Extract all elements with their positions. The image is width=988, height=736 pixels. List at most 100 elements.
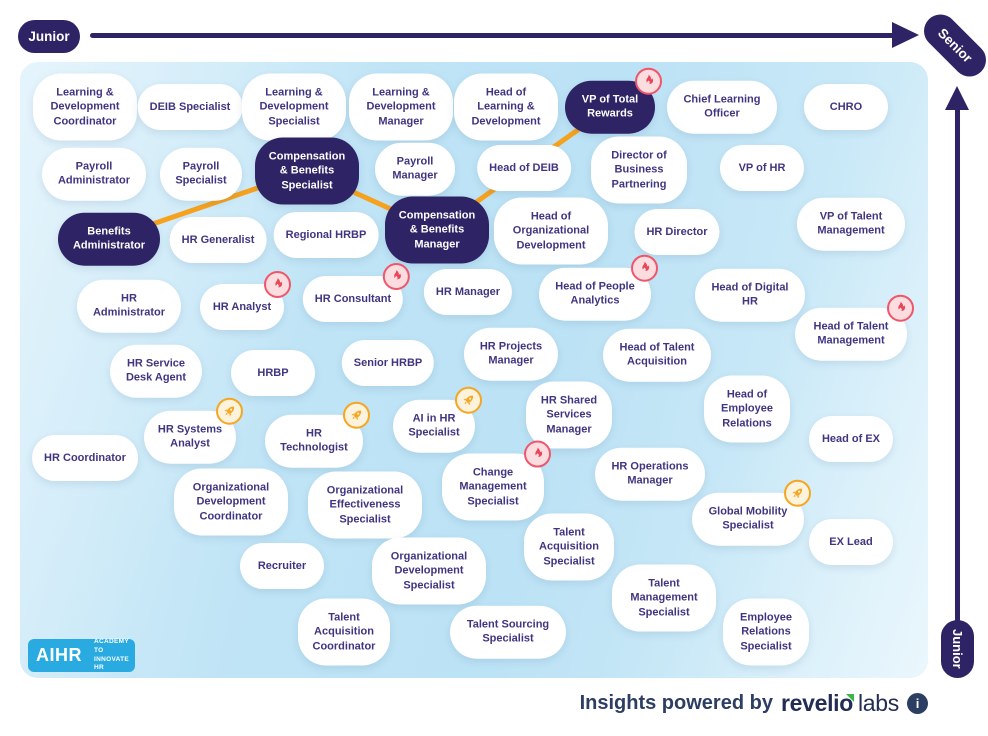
role-label: Head of Digital HR xyxy=(711,281,789,308)
top-axis-arrow-shaft xyxy=(90,33,894,38)
role-pill-change-management-specialist[interactable]: Change Management Specialist xyxy=(442,440,551,521)
role-pill-talent-management-specialist[interactable]: Talent Management Specialist xyxy=(612,564,716,632)
role-pill-vp-of-hr[interactable]: VP of HR xyxy=(720,145,804,191)
flame-icon xyxy=(394,269,402,280)
role-pill-head-of-ld[interactable]: Head of Learning & Development xyxy=(454,73,558,141)
role-label: EX Lead xyxy=(829,535,873,548)
rocket-badge xyxy=(343,401,370,429)
role-pill-head-of-ex[interactable]: Head of EX xyxy=(809,416,893,462)
role-pill-hr-manager[interactable]: HR Manager xyxy=(423,269,513,315)
role-label: CHRO xyxy=(829,100,863,113)
role-label: Head of DEIB xyxy=(489,161,559,174)
role-pill-global-mobility-specialist[interactable]: Global Mobility Specialist xyxy=(692,479,811,546)
role-pill-head-digital-hr[interactable]: Head of Digital HR xyxy=(695,268,805,322)
role-pill-hr-operations-manager[interactable]: HR Operations Manager xyxy=(595,447,705,501)
role-pill-cb-specialist[interactable]: Compensation & Benefits Specialist xyxy=(255,137,359,205)
role-pill-talent-acquisition-specialist[interactable]: Talent Acquisition Specialist xyxy=(524,513,614,581)
role-pill-hr-administrator[interactable]: HR Administrator xyxy=(77,279,181,333)
role-pill-chro[interactable]: CHRO xyxy=(804,84,888,130)
role-label: AI in HR Specialist xyxy=(408,412,460,439)
role-label: Chief Learning Officer xyxy=(683,93,761,120)
role-label: HR Manager xyxy=(435,285,501,298)
role-label: Senior HRBP xyxy=(353,356,423,369)
role-label: Benefits Administrator xyxy=(72,225,146,252)
top-axis-junior-label: Junior xyxy=(18,20,80,53)
role-pill-hr-systems-analyst[interactable]: HR Systems Analyst xyxy=(144,397,243,464)
role-pill-recruiter[interactable]: Recruiter xyxy=(240,543,324,589)
role-pill-hr-generalist[interactable]: HR Generalist xyxy=(169,217,267,263)
role-pill-director-business-partnering[interactable]: Director of Business Partnering xyxy=(591,136,687,204)
role-label: VP of Total Rewards xyxy=(581,93,639,120)
role-pill-employee-relations-specialist[interactable]: Employee Relations Specialist xyxy=(723,598,809,666)
role-label: HR Service Desk Agent xyxy=(125,357,187,384)
role-pill-payroll-specialist[interactable]: Payroll Specialist xyxy=(160,147,242,201)
role-pill-hr-service-desk-agent[interactable]: HR Service Desk Agent xyxy=(110,344,202,398)
flame-icon xyxy=(646,74,654,85)
role-label: Employee Relations Specialist xyxy=(740,611,792,653)
role-pill-ld-specialist[interactable]: Learning & Development Specialist xyxy=(242,73,346,141)
role-label: Head of EX xyxy=(821,432,881,445)
aihr-logo: AIHR ACADEMY TO INNOVATE HR xyxy=(28,637,135,672)
role-label: HR Operations Manager xyxy=(611,460,689,487)
role-pill-org-effectiveness-specialist[interactable]: Organizational Effectiveness Specialist xyxy=(308,471,422,539)
role-pill-hrbp[interactable]: HRBP xyxy=(231,350,315,396)
aihr-logo-text: AIHR xyxy=(36,645,82,665)
role-pill-ai-in-hr-specialist[interactable]: AI in HR Specialist xyxy=(393,386,482,453)
role-label: Head of Employee Relations xyxy=(721,388,773,430)
rocket-icon xyxy=(224,406,235,417)
role-pill-payroll-manager[interactable]: Payroll Manager xyxy=(375,142,455,196)
role-pill-benefits-administrator[interactable]: Benefits Administrator xyxy=(58,212,160,266)
rocket-badge xyxy=(216,397,243,425)
role-label: Talent Sourcing Specialist xyxy=(466,618,550,645)
flame-icon xyxy=(275,277,283,288)
role-pill-hr-shared-services-manager[interactable]: HR Shared Services Manager xyxy=(526,381,612,449)
role-pill-talent-acquisition-coordinator[interactable]: Talent Acquisition Coordinator xyxy=(298,598,390,666)
role-pill-org-development-specialist[interactable]: Organizational Development Specialist xyxy=(372,537,486,605)
role-pill-deib-specialist[interactable]: DEIB Specialist xyxy=(137,84,243,130)
role-pill-hr-consultant[interactable]: HR Consultant xyxy=(302,263,411,322)
aihr-logo-tagline: ACADEMY TO INNOVATE HR xyxy=(94,637,130,672)
rocket-badge xyxy=(784,479,811,507)
role-pill-head-org-development[interactable]: Head of Organizational Development xyxy=(494,197,608,265)
role-pill-hr-analyst[interactable]: HR Analyst xyxy=(200,271,291,330)
fire-badge xyxy=(631,254,658,282)
role-label: HR Director xyxy=(646,225,708,238)
role-pill-ld-manager[interactable]: Learning & Development Manager xyxy=(349,73,453,141)
role-pill-talent-sourcing-specialist[interactable]: Talent Sourcing Specialist xyxy=(450,605,566,659)
role-pill-head-people-analytics[interactable]: Head of People Analytics xyxy=(539,254,658,321)
role-pill-cb-manager[interactable]: Compensation & Benefits Manager xyxy=(385,196,489,264)
role-label: Compensation & Benefits Specialist xyxy=(268,150,346,192)
fire-badge xyxy=(383,263,411,290)
role-pill-hr-coordinator[interactable]: HR Coordinator xyxy=(32,435,138,481)
role-pill-head-of-deib[interactable]: Head of DEIB xyxy=(477,145,571,191)
role-pill-hr-technologist[interactable]: HR Technologist xyxy=(265,401,370,468)
info-icon[interactable]: i xyxy=(907,693,928,714)
role-pill-vp-talent-management[interactable]: VP of Talent Management xyxy=(797,197,905,251)
right-axis-arrow-shaft xyxy=(955,106,960,622)
role-pill-chief-learning-officer[interactable]: Chief Learning Officer xyxy=(667,80,777,134)
role-pill-payroll-administrator[interactable]: Payroll Administrator xyxy=(42,147,146,201)
role-pill-ex-lead[interactable]: EX Lead xyxy=(809,519,893,565)
role-pill-org-development-coordinator[interactable]: Organizational Development Coordinator xyxy=(174,468,288,536)
role-label: HR Shared Services Manager xyxy=(540,394,598,436)
role-label: HR Generalist xyxy=(181,233,255,246)
role-label: Head of Talent Management xyxy=(813,320,889,347)
role-label: Talent Acquisition Coordinator xyxy=(312,611,376,653)
role-label: Organizational Development Specialist xyxy=(390,550,468,592)
role-pill-regional-hrbp[interactable]: Regional HRBP xyxy=(273,212,379,258)
top-axis-arrowhead-icon xyxy=(892,22,919,48)
role-pill-ld-coordinator[interactable]: Learning & Development Coordinator xyxy=(33,73,137,141)
role-pill-vp-total-rewards[interactable]: VP of Total Rewards xyxy=(565,67,662,134)
role-label: HR Coordinator xyxy=(44,451,126,464)
role-pill-hr-projects-manager[interactable]: HR Projects Manager xyxy=(464,327,558,381)
role-label: Recruiter xyxy=(257,559,307,572)
role-pill-head-employee-relations[interactable]: Head of Employee Relations xyxy=(704,375,790,443)
footer-attribution: Insights powered by revelio labs i xyxy=(580,690,928,717)
role-label: VP of HR xyxy=(738,161,786,174)
role-pill-senior-hrbp[interactable]: Senior HRBP xyxy=(341,340,435,386)
role-pill-head-talent-management[interactable]: Head of Talent Management xyxy=(795,294,914,361)
role-pill-hr-director[interactable]: HR Director xyxy=(634,209,720,255)
role-pill-head-talent-acquisition[interactable]: Head of Talent Acquisition xyxy=(603,328,711,382)
insights-powered-by-text: Insights powered by xyxy=(579,692,773,714)
